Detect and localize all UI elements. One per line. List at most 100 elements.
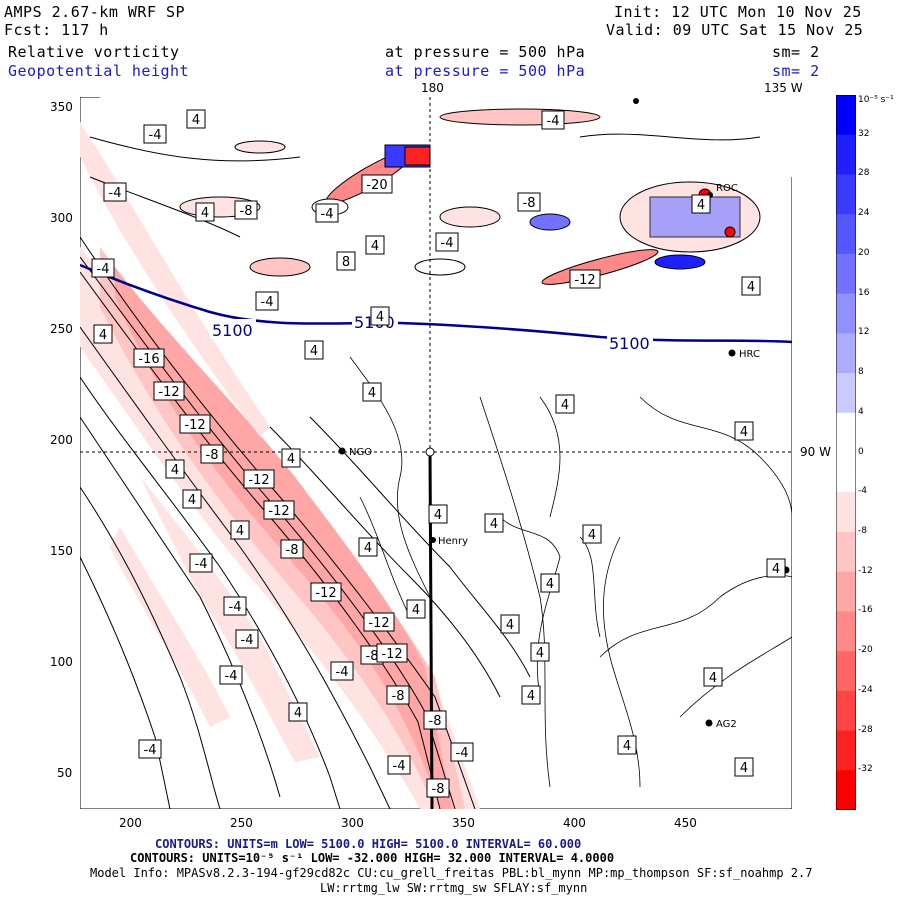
label-box: -8 — [200, 444, 224, 464]
label-box: 4 — [741, 276, 761, 296]
valid-time: Valid: 09 UTC Sat 15 Nov 25 — [606, 21, 864, 39]
svg-text:-16: -16 — [138, 352, 159, 367]
svg-text:4: 4 — [412, 603, 420, 618]
svg-text:4: 4 — [506, 618, 514, 633]
label-box: 4 — [304, 340, 324, 360]
label-box: -4 — [223, 596, 247, 616]
label-box: 4 — [734, 421, 754, 441]
svg-text:-20: -20 — [366, 178, 387, 193]
lon-label-180: 180 — [421, 81, 444, 95]
svg-text:4: 4 — [287, 452, 295, 467]
label-box: 4 — [484, 513, 504, 533]
label-box: 4 — [540, 573, 560, 593]
colorbar-cell — [836, 730, 856, 771]
station-ngo-marker — [338, 447, 346, 455]
label-box: -4 — [235, 629, 259, 649]
svg-text:4: 4 — [236, 524, 244, 539]
y-tick-label: 150 — [50, 544, 73, 558]
station-ag2-marker — [705, 719, 713, 727]
label-box: -12 — [569, 269, 601, 289]
colorbar-cell — [836, 373, 856, 414]
label-box: -8 — [234, 200, 258, 220]
colorbar-cell — [836, 690, 856, 732]
svg-text:4: 4 — [709, 671, 717, 686]
label-box: -12 — [153, 381, 185, 401]
label-box: -4 — [450, 742, 474, 762]
label-box: -4 — [541, 110, 565, 130]
y-tick-label: 50 — [57, 766, 73, 780]
label-box: 4 — [428, 504, 448, 524]
colorbar-cell — [836, 134, 856, 175]
colorbar-cell — [836, 412, 856, 453]
vorticity-value-boxes: -4 4 -4 4 -8 -4 -20 4 8 -4 -4 -8 -4 -12 … — [91, 109, 786, 798]
colorbar-tick-label: -4 — [858, 486, 867, 497]
label-box: -12 — [363, 612, 395, 632]
colorbar-tick-label: -28 — [858, 724, 873, 735]
label-box: 4 — [195, 202, 215, 222]
footer-vorticity-contours: CONTOURS: UNITS=10⁻⁵ s⁻¹ LOW= -32.000 HI… — [130, 851, 615, 865]
svg-text:4: 4 — [561, 398, 569, 413]
label-box: 4 — [365, 235, 385, 255]
svg-text:-8: -8 — [286, 543, 299, 558]
svg-text:-8: -8 — [392, 689, 405, 704]
colorbar-cell — [836, 651, 856, 692]
colorbar-tick-label: 28 — [858, 168, 870, 179]
station-ag2-label: AG2 — [716, 719, 737, 730]
svg-text:-4: -4 — [321, 207, 334, 222]
svg-text:-8: -8 — [432, 782, 445, 797]
label-box: -4 — [103, 182, 127, 202]
colorbar-tick-label: 8 — [858, 367, 864, 378]
x-tick-label: 350 — [452, 816, 475, 830]
label-box: -4 — [143, 124, 167, 144]
svg-text:4: 4 — [546, 577, 554, 592]
label-box: 4 — [288, 702, 308, 722]
label-box: -4 — [255, 291, 279, 311]
svg-text:4: 4 — [371, 239, 379, 254]
svg-text:-4: -4 — [393, 759, 406, 774]
colorbar-tick-label: -32 — [858, 764, 873, 775]
colorbar-cell — [836, 95, 856, 136]
station-hrc-marker — [728, 349, 736, 357]
label-box: -8 — [423, 710, 447, 730]
label-box: 4 — [617, 735, 637, 755]
svg-text:4: 4 — [310, 344, 318, 359]
svg-text:8: 8 — [342, 255, 350, 270]
svg-text:4: 4 — [171, 463, 179, 478]
colorbar-tick-label: -8 — [858, 525, 867, 536]
label-box: -8 — [280, 539, 304, 559]
svg-text:-4: -4 — [261, 295, 274, 310]
svg-text:-12: -12 — [158, 385, 179, 400]
footer-height-contours: CONTOURS: UNITS=m LOW= 5100.0 HIGH= 5100… — [155, 837, 582, 851]
label-box: -4 — [189, 553, 213, 573]
colorbar-cell — [836, 571, 856, 612]
footer-physics-info: LW:rrtmg_lw SW:rrtmg_sw SFLAY:sf_mynn — [320, 881, 588, 895]
label-box: -20 — [361, 174, 393, 194]
y-tick-label: 100 — [50, 655, 73, 669]
colorbar-tick-label: -24 — [858, 684, 873, 695]
label-box: 4 — [500, 614, 520, 634]
label-box: 4 — [521, 685, 541, 705]
label-box: 4 — [370, 306, 390, 326]
y-tick-label: 250 — [50, 322, 73, 336]
x-tick-label: 450 — [674, 816, 697, 830]
svg-text:4: 4 — [740, 761, 748, 776]
label-box: 4 — [182, 489, 202, 509]
svg-text:-8: -8 — [206, 448, 219, 463]
label-box: -8 — [426, 778, 450, 798]
colorbar-cell — [836, 174, 856, 215]
label-box: 4 — [362, 382, 382, 402]
colorbar-units: 10⁻⁵ s⁻¹ — [858, 95, 894, 105]
svg-text:4: 4 — [434, 508, 442, 523]
label-box: -4 — [138, 739, 162, 759]
station-roc-label: ROC — [716, 183, 738, 194]
colorbar-cell — [836, 333, 856, 374]
svg-text:-4: -4 — [109, 186, 122, 201]
y-tick-label: 300 — [50, 211, 73, 225]
label-box: -12 — [179, 414, 211, 434]
colorbar-cell — [836, 253, 856, 295]
height-label: 5100 — [212, 321, 253, 340]
colorbar-cell — [836, 492, 856, 533]
map-panel[interactable]: ROC HRC NGO Henry AG2 5100 5100 5100 -4 … — [80, 97, 792, 809]
label-box: 4 — [186, 109, 206, 129]
svg-text:4: 4 — [376, 310, 384, 325]
